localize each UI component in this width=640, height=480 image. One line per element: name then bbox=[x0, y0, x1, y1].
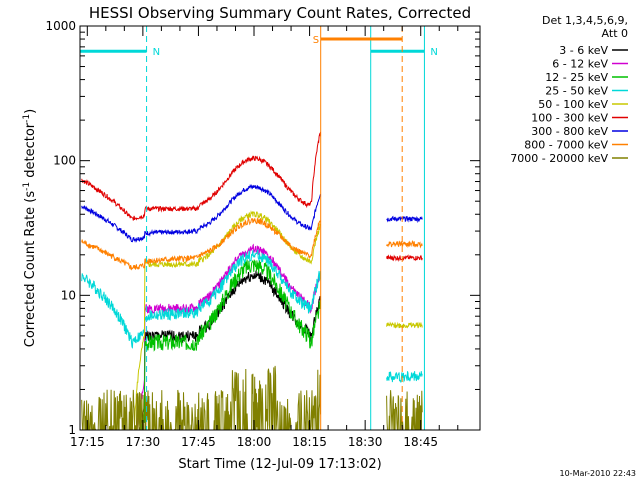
legend-label-5: 50 - 100 keV bbox=[538, 98, 608, 111]
legend-label-8: 800 - 7000 keV bbox=[524, 139, 608, 152]
flag-N-1: N bbox=[80, 26, 160, 430]
footer-timestamp: 10-Mar-2010 22:43 bbox=[560, 469, 637, 478]
legend-label-7: 300 - 800 keV bbox=[531, 125, 608, 138]
x-tick-label-2: 17:30 bbox=[126, 435, 161, 449]
series-line-4 bbox=[81, 249, 423, 383]
y-axis-label: Corrected Count Rate (s-1 detector-1) bbox=[22, 109, 38, 347]
y-tick-label-2: 10 bbox=[61, 288, 76, 302]
series-line-9 bbox=[81, 365, 423, 430]
flag-label-2: N bbox=[430, 47, 437, 58]
legend-label-1: 3 - 6 keV bbox=[559, 44, 608, 57]
legend-title-2: Att 0 bbox=[602, 27, 628, 40]
x-tick-label-6: 18:30 bbox=[348, 435, 383, 449]
y-tick-label-4: 1000 bbox=[45, 19, 76, 33]
flag-S-3: S bbox=[313, 26, 403, 430]
legend-title-1: Det 1,3,4,5,6,9, bbox=[542, 14, 628, 27]
series-line-8 bbox=[81, 216, 423, 271]
plot-area: N N S bbox=[80, 26, 438, 430]
x-tick-label-4: 18:00 bbox=[237, 435, 272, 449]
series-line-7 bbox=[81, 183, 423, 243]
flag-label-1: N bbox=[153, 47, 160, 58]
legend-label-2: 6 - 12 keV bbox=[552, 58, 608, 71]
series-line-5 bbox=[132, 210, 423, 430]
legend-label-4: 25 - 50 keV bbox=[545, 85, 608, 98]
series-line-6 bbox=[81, 131, 423, 262]
series-line-3 bbox=[132, 259, 321, 430]
series-line-2 bbox=[132, 243, 321, 430]
y-tick-label-3: 100 bbox=[53, 154, 76, 168]
x-tick-label-5: 18:15 bbox=[292, 435, 327, 449]
plot-frame bbox=[79, 25, 481, 431]
legend-label-9: 7000 - 20000 keV bbox=[510, 152, 608, 165]
legend-label-3: 12 - 25 keV bbox=[545, 71, 608, 84]
axes: 1 10 100 1000 17:15 17:30 17:45 18:00 18:15 18:30… bbox=[45, 19, 481, 449]
chart-title: HESSI Observing Summary Count Rates, Cor… bbox=[89, 4, 471, 22]
x-axis-label: Start Time (12-Jul-09 17:13:02) bbox=[178, 457, 381, 472]
x-tick-label-3: 17:45 bbox=[181, 435, 216, 449]
flag-label-3: S bbox=[313, 35, 319, 46]
x-tick-label-7: 18:45 bbox=[403, 435, 438, 449]
legend-label-6: 100 - 300 keV bbox=[531, 112, 608, 125]
flag-N-2: N bbox=[370, 26, 438, 430]
y-tick-label-1: 1 bbox=[68, 423, 76, 437]
x-tick-label-1: 17:15 bbox=[70, 435, 105, 449]
